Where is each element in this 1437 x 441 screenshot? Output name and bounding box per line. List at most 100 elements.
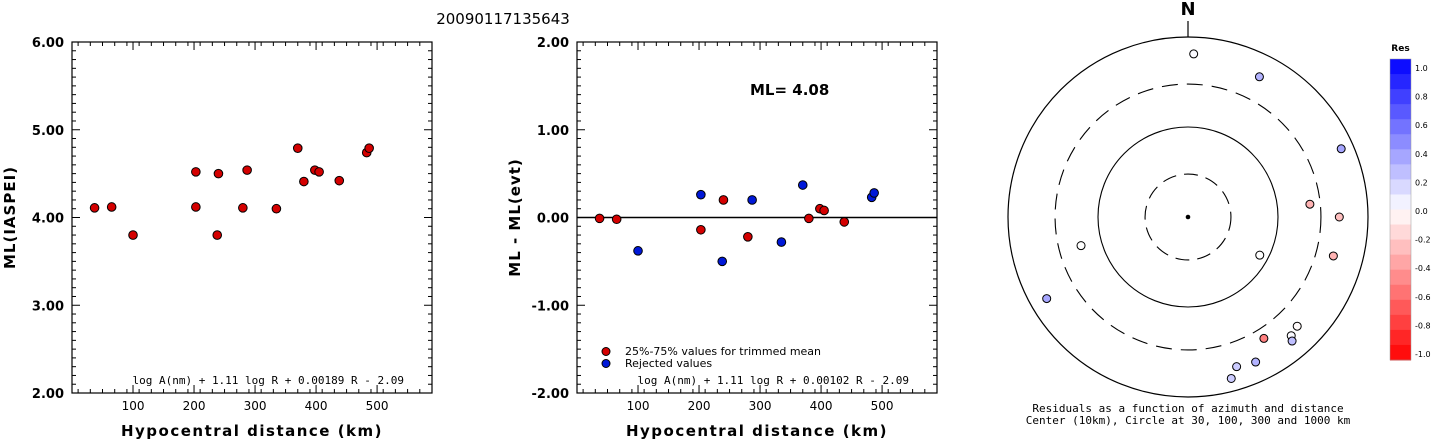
station-point xyxy=(1232,362,1242,372)
x-axis-label: Hypocentral distance (km) xyxy=(121,422,383,440)
colorbar-segment xyxy=(1390,194,1411,210)
y-tick-label: -2.00 xyxy=(532,387,569,402)
data-point xyxy=(743,232,753,242)
station-point xyxy=(1259,333,1269,343)
data-point xyxy=(717,256,728,267)
y-tick-label: 1.00 xyxy=(537,124,569,139)
colorbar-tick-label: 1.0 xyxy=(1415,64,1428,73)
data-point xyxy=(212,230,223,240)
data-point xyxy=(747,195,757,205)
colorbar-segment xyxy=(1390,269,1411,286)
data-point xyxy=(869,188,879,198)
data-point xyxy=(213,168,224,179)
colorbar-segment xyxy=(1390,149,1411,165)
legend-marker xyxy=(601,347,611,356)
station-point xyxy=(1226,373,1236,383)
data-point xyxy=(128,230,138,240)
y-tick-label: 6.00 xyxy=(32,36,64,51)
data-point xyxy=(314,167,324,177)
station-point xyxy=(1042,294,1052,304)
station-point xyxy=(1287,336,1297,346)
station-point xyxy=(1251,357,1261,367)
caption-line-2: Center (10km), Circle at 30, 100, 300 an… xyxy=(1026,414,1351,427)
colorbar-tick-label: -0.2 xyxy=(1415,236,1431,245)
y-tick-label: 2.00 xyxy=(32,387,64,402)
colorbar-segment xyxy=(1390,224,1411,241)
data-point xyxy=(611,214,622,225)
colorbar-segment xyxy=(1390,179,1411,195)
colorbar-segment xyxy=(1390,104,1411,120)
data-point xyxy=(238,203,248,213)
x-tick-label: 400 xyxy=(810,399,833,413)
ml-residual-plot: 100 200 300 400 500 -2.00 -1.00 0.00 1.00 2.00 Hyp… xyxy=(506,36,938,440)
colorbar-segment xyxy=(1390,164,1411,180)
colorbar-tick-label: 0.8 xyxy=(1415,93,1428,102)
x-axis-label: Hypocentral distance (km) xyxy=(626,422,888,440)
formula-label: log A(nm) + 1.11 log R + 0.00102 R - 2.0… xyxy=(637,374,909,387)
y-tick-label: 0.00 xyxy=(537,212,569,227)
colorbar-segment xyxy=(1390,254,1411,271)
y-tick-label: 3.00 xyxy=(32,299,64,314)
colorbar-segment xyxy=(1390,59,1411,75)
colorbar-segment xyxy=(1390,134,1411,150)
data-point xyxy=(89,203,100,213)
station-point xyxy=(1189,49,1199,59)
x-tick-label: 100 xyxy=(122,399,145,413)
data-point xyxy=(191,167,201,177)
colorbar-segment xyxy=(1390,209,1411,226)
colorbar-segment xyxy=(1390,74,1411,90)
y-axis-label: ML - ML(evt) xyxy=(506,158,524,276)
station-point xyxy=(1305,199,1315,209)
formula-label: log A(nm) + 1.11 log R + 0.00189 R - 2.0… xyxy=(132,374,404,387)
north-label: N xyxy=(1180,0,1195,20)
station-point xyxy=(1292,321,1302,331)
colorbar-segment xyxy=(1390,89,1411,105)
colorbar-tick-label: -1.0 xyxy=(1415,350,1431,359)
x-tick-label: 500 xyxy=(871,399,894,413)
data-point xyxy=(696,224,706,235)
data-point xyxy=(633,246,643,256)
ml-iaspei-plot: 100 200 300 400 500 2.00 3.00 4.00 5.00 6.00 Hypoc… xyxy=(1,36,433,440)
colorbar-segment xyxy=(1390,329,1411,346)
x-tick-label: 500 xyxy=(366,399,389,413)
colorbar-tick-label: 0.2 xyxy=(1415,178,1428,187)
x-tick-label: 400 xyxy=(305,399,328,413)
data-point xyxy=(718,195,729,205)
data-point xyxy=(299,176,309,187)
legend-label: Rejected values xyxy=(625,357,712,370)
colorbar-segment xyxy=(1390,284,1411,301)
legend-label: 25%-75% values for trimmed mean xyxy=(625,345,821,358)
x-tick-label: 300 xyxy=(749,399,772,413)
range-circle-300km xyxy=(1054,83,1322,351)
azimuth-residual-plot: N Residuals as a function of azimuth and … xyxy=(1007,0,1369,427)
colorbar-label: Res xyxy=(1391,44,1409,54)
colorbar-tick-label: -0.4 xyxy=(1415,264,1431,273)
y-axis-label: ML(IASPEI) xyxy=(1,166,19,269)
page-title: 20090117135643 xyxy=(436,10,570,28)
data-point xyxy=(819,205,829,216)
epicenter-dot xyxy=(1185,214,1191,220)
data-point xyxy=(804,213,814,224)
colorbar-tick-label: 0.0 xyxy=(1415,207,1428,216)
data-point xyxy=(106,202,117,212)
colorbar-frame xyxy=(1389,58,1412,361)
legend-marker xyxy=(601,359,611,368)
colorbar-tick-label: 0.6 xyxy=(1415,121,1428,130)
data-point xyxy=(696,189,706,200)
data-point xyxy=(797,180,808,190)
colorbar-tick-label: -0.8 xyxy=(1415,321,1431,330)
x-tick-label: 200 xyxy=(688,399,711,413)
colorbar-segment xyxy=(1390,119,1411,135)
station-point xyxy=(1328,251,1338,261)
data-point xyxy=(191,202,201,212)
data-point xyxy=(271,203,282,214)
data-point xyxy=(242,165,252,175)
y-tick-label: -1.00 xyxy=(532,299,569,314)
data-point xyxy=(839,217,850,227)
range-circle-100km xyxy=(1097,126,1279,308)
ml-annotation: ML= 4.08 xyxy=(750,81,829,99)
station-point xyxy=(1336,144,1346,154)
range-circle-30km xyxy=(1144,173,1232,261)
colorbar-segment xyxy=(1390,314,1411,331)
y-tick-label: 4.00 xyxy=(32,212,64,227)
